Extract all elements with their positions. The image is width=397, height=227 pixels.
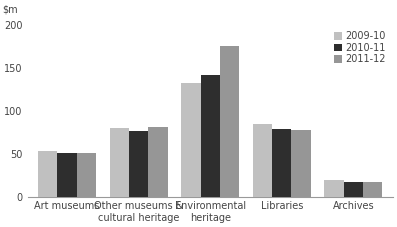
Bar [363, 183, 382, 197]
Bar [148, 127, 168, 197]
Bar [200, 75, 220, 197]
Bar [110, 128, 129, 197]
Legend: 2009-10, 2010-11, 2011-12: 2009-10, 2010-11, 2011-12 [332, 30, 388, 66]
Bar [77, 153, 96, 197]
Bar [220, 46, 239, 197]
Bar [38, 151, 57, 197]
Bar [253, 124, 272, 197]
Text: $m: $m [2, 4, 17, 14]
Bar [181, 83, 200, 197]
Bar [129, 131, 148, 197]
Bar [272, 129, 291, 197]
Bar [291, 130, 311, 197]
Bar [344, 183, 363, 197]
Bar [57, 153, 77, 197]
Bar [324, 180, 344, 197]
